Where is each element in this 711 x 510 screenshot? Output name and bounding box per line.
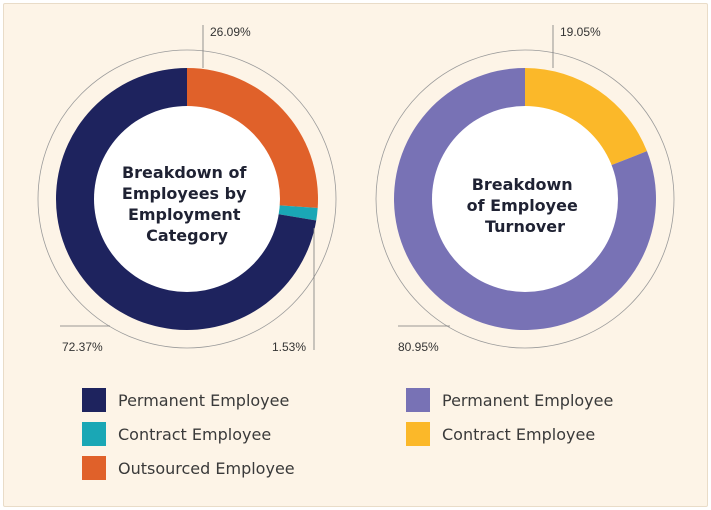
outer-guide-ring [375,49,675,349]
legend-swatch [82,456,106,480]
center-title-line: Breakdown of [122,163,248,182]
center-title-line: Breakdown [472,175,573,194]
employee-turnover-donut: Breakdown of Employee Turnover 19.05% 80… [375,25,675,354]
label-outsourced-pct: 26.09% [210,25,251,39]
legend-item-permanent: Permanent Employee [82,388,289,412]
center-title-line: Employment [128,205,241,224]
legend-swatch [406,388,430,412]
legend-swatch [82,422,106,446]
center-title-line: Turnover [485,217,565,236]
legend-item-permanent: Permanent Employee [406,388,613,412]
center-title: Breakdown of Employee Turnover [467,175,584,236]
legend-swatch [406,422,430,446]
legend-item-outsourced: Outsourced Employee [82,456,295,480]
center-title-line: of Employee [467,196,578,215]
label-permanent-pct: 80.95% [398,340,439,354]
label-contract-pct: 19.05% [560,25,601,39]
legend-label: Permanent Employee [442,390,614,410]
outer-guide-ring [37,49,337,349]
legend-label: Contract Employee [442,424,596,444]
donut-hole [432,106,618,292]
center-title-line: Employees by [122,184,247,203]
center-title: Breakdown of Employees by Employment Cat… [122,163,252,245]
legend-item-contract: Contract Employee [406,422,595,446]
label-permanent-pct: 72.37% [62,340,103,354]
donut-hole [94,106,280,292]
legend-label: Contract Employee [118,424,272,444]
center-title-line: Category [146,226,228,245]
legend-label: Outsourced Employee [118,458,295,478]
legend-item-contract: Contract Employee [82,422,271,446]
employment-category-donut: Breakdown of Employees by Employment Cat… [37,25,337,354]
legend-label: Permanent Employee [118,390,290,410]
legend-swatch [82,388,106,412]
label-contract-pct: 1.53% [272,340,306,354]
